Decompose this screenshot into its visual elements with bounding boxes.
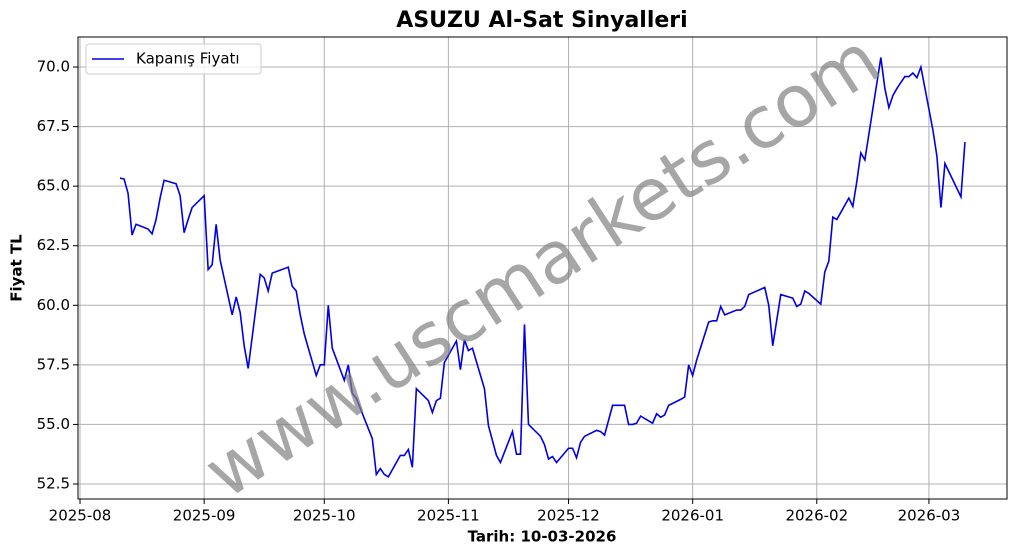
legend-box bbox=[85, 43, 262, 75]
x-axis-label: Tarih: 10-03-2026 bbox=[468, 528, 617, 546]
axes-frame bbox=[77, 36, 1008, 500]
y-tick-label: 52.5 bbox=[37, 474, 70, 492]
y-tick-label: 67.5 bbox=[37, 117, 70, 135]
price-line bbox=[119, 57, 966, 478]
y-tick-label: 62.5 bbox=[37, 236, 70, 254]
legend: Kapanış Fiyatı bbox=[85, 43, 262, 75]
y-tick-label: 55.0 bbox=[37, 415, 70, 433]
x-tick-label: 2025-10 bbox=[293, 507, 356, 525]
y-tick-label: 57.5 bbox=[37, 355, 70, 373]
legend-label: Kapanış Fiyatı bbox=[136, 50, 240, 68]
x-tick-label: 2025-11 bbox=[417, 507, 480, 525]
x-tick-label: 2025-12 bbox=[537, 507, 600, 525]
x-tick-label: 2025-08 bbox=[49, 507, 112, 525]
y-tick-label: 70.0 bbox=[37, 58, 70, 76]
x-tick-label: 2026-01 bbox=[661, 507, 724, 525]
chart-title: ASUZU Al-Sat Sinyalleri bbox=[396, 8, 687, 33]
y-tick-label: 60.0 bbox=[37, 296, 70, 314]
x-tick-label: 2025-09 bbox=[173, 507, 236, 525]
x-tick-label: 2026-02 bbox=[785, 507, 848, 525]
y-axis-label: Fiyat TL bbox=[8, 234, 26, 302]
y-tick-label: 65.0 bbox=[37, 177, 70, 195]
x-tick-label: 2026-03 bbox=[898, 507, 961, 525]
